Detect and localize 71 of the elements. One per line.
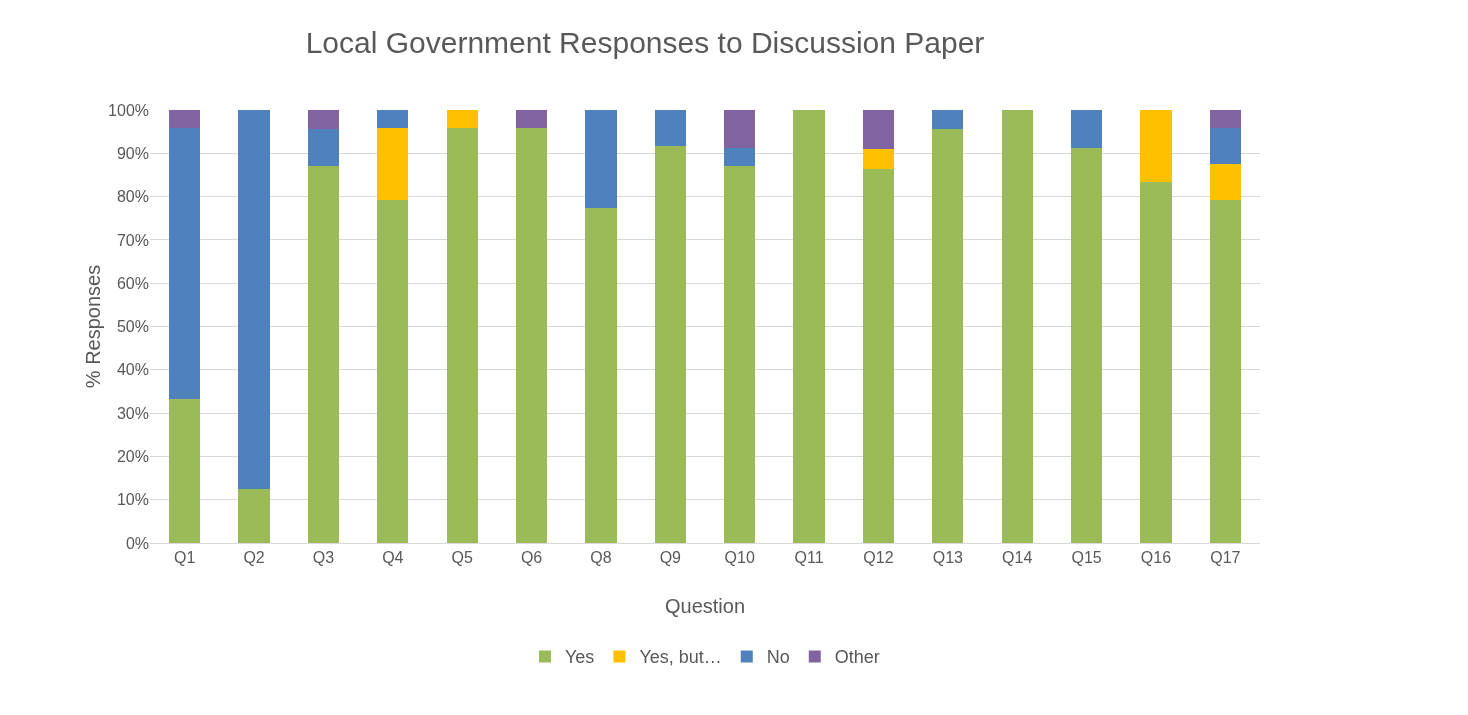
legend-label: Yes — [565, 647, 595, 668]
x-tick-label: Q2 — [243, 549, 265, 567]
x-tick-label: Q9 — [659, 549, 682, 567]
bar — [377, 200, 409, 543]
x-tick-label: Q14 — [1002, 549, 1033, 567]
bar — [1140, 182, 1172, 543]
bar — [1070, 147, 1103, 543]
chart-title: Local Government Responses to Discussion Paper — [305, 26, 985, 60]
bar — [169, 398, 201, 543]
bar — [238, 488, 270, 543]
bar — [585, 208, 617, 543]
y-tick-label: 50% — [116, 318, 149, 336]
y-tick-label: 40% — [116, 361, 149, 379]
x-tick-label: Q4 — [382, 549, 404, 567]
bar — [1209, 110, 1241, 129]
y-axis-title: % Responses — [82, 264, 104, 389]
y-tick-label: 100% — [108, 101, 149, 119]
bar — [862, 110, 895, 150]
x-tick-label: Q10 — [724, 549, 755, 567]
x-tick-label: Q8 — [590, 549, 612, 567]
bar — [932, 129, 964, 543]
bar — [862, 149, 895, 169]
x-tick-label: Q16 — [1140, 549, 1172, 567]
bar — [1209, 164, 1241, 201]
bar — [377, 127, 409, 201]
y-tick-label: 70% — [116, 231, 149, 249]
y-tick-label: 80% — [116, 188, 149, 206]
bar — [446, 128, 478, 543]
y-tick-label: 30% — [116, 404, 149, 422]
legend-label: No — [766, 647, 790, 668]
bar — [515, 110, 548, 129]
x-tick-label: Q6 — [520, 549, 543, 567]
bar — [169, 110, 201, 129]
x-tick-label: Q1 — [174, 549, 196, 567]
bar — [654, 110, 686, 146]
bar — [307, 128, 340, 167]
bar — [515, 128, 548, 543]
bar — [1140, 110, 1172, 183]
bar — [307, 110, 340, 129]
y-tick-label: 0% — [125, 534, 149, 552]
x-tick-label: Q3 — [312, 549, 335, 567]
bar — [1209, 128, 1241, 165]
y-tick-label: 90% — [116, 144, 149, 162]
y-tick-label: 20% — [116, 448, 149, 465]
bar — [377, 110, 409, 128]
bar — [1070, 110, 1103, 148]
y-tick-label: 10% — [116, 491, 149, 509]
bar — [724, 166, 756, 543]
x-tick-label: Q5 — [451, 549, 473, 567]
bar — [654, 145, 686, 543]
bar — [585, 110, 617, 209]
bar — [932, 110, 964, 130]
x-tick-label: Q17 — [1210, 549, 1241, 567]
bar — [862, 168, 895, 543]
legend-label: Other — [834, 647, 880, 668]
bar — [724, 110, 756, 148]
bar — [1209, 200, 1241, 543]
x-tick-label: Q15 — [1071, 549, 1102, 567]
y-tick-label: 60% — [116, 274, 149, 292]
legend-label: Yes, but… — [639, 647, 722, 668]
x-tick-label: Q12 — [863, 549, 894, 567]
bar — [169, 128, 201, 399]
bar — [793, 110, 825, 543]
bar — [724, 147, 756, 167]
bar — [446, 110, 478, 129]
bar — [238, 110, 270, 489]
bar — [1001, 110, 1033, 543]
bar — [307, 166, 340, 543]
x-axis-title: Question — [664, 595, 746, 617]
x-tick-label: Q11 — [794, 549, 824, 567]
x-tick-label: Q13 — [932, 549, 964, 567]
